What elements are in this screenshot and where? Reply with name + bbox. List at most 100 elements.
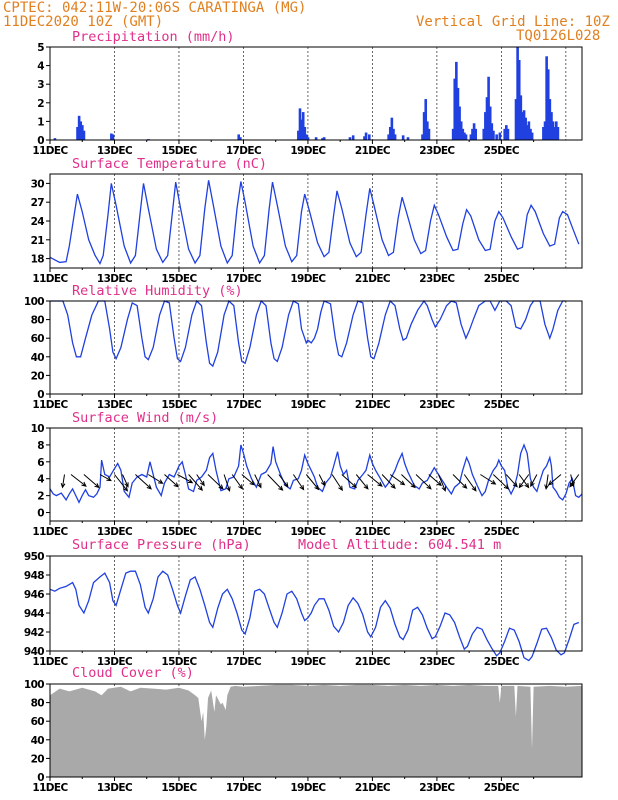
wind-arrow <box>331 474 343 492</box>
y-tick-label: 940 <box>24 646 44 658</box>
y-tick-label: 10 <box>31 423 45 435</box>
precip-bar <box>546 69 550 140</box>
y-tick-label: 0 <box>37 389 44 401</box>
precip-bar <box>421 134 424 140</box>
plot-frame <box>49 300 583 395</box>
y-tick-label: 3 <box>37 79 44 91</box>
x-tick-label: 25DEC <box>484 782 520 794</box>
y-tick-label: 2 <box>37 491 44 503</box>
plot-frame <box>49 555 583 652</box>
precip-bar <box>351 135 355 140</box>
x-tick-label: 17DEC <box>226 273 262 285</box>
wind-panel: Surface Wind (m/s) 0 2 4 6 8 10 11DEC 13DEC 15DE… <box>31 410 583 538</box>
y-tick-label: 5 <box>37 42 44 54</box>
x-tick-label: 11DEC <box>32 145 68 157</box>
y-tick-label: 18 <box>31 254 45 266</box>
precip-bar <box>553 126 556 140</box>
wind-arrow <box>292 474 305 491</box>
wind-arrow <box>267 474 284 491</box>
precip-bar <box>406 137 410 140</box>
precip-bar <box>529 128 532 140</box>
series-line <box>49 570 580 662</box>
precip-bar <box>305 134 308 140</box>
wind-arrow <box>70 474 87 487</box>
x-tick-label: 17DEC <box>226 526 262 538</box>
precip-bar <box>306 137 310 140</box>
x-tick-label: 13DEC <box>97 273 133 285</box>
precip-bar <box>427 128 431 140</box>
wind-arrow <box>480 474 497 485</box>
wind-arrow <box>177 474 194 484</box>
precip-bar <box>321 138 324 140</box>
precip-bar <box>555 121 558 140</box>
wind-arrow <box>278 474 289 488</box>
y-tick-label: 80 <box>31 698 45 710</box>
wind-arrow <box>196 474 205 487</box>
cloud-cover-title: Cloud Cover (%) <box>72 665 194 681</box>
precip-bar <box>461 128 465 140</box>
x-tick-label: 11DEC <box>32 399 68 411</box>
wind-arrow <box>114 474 129 492</box>
y-tick-label: 40 <box>31 735 45 747</box>
wind-arrow <box>122 474 129 488</box>
x-tick-label: 13DEC <box>97 526 133 538</box>
wind-arrow <box>463 474 477 492</box>
x-tick-label: 25DEC <box>484 656 520 668</box>
x-tick-label: 15DEC <box>161 526 197 538</box>
y-tick-label: 1 <box>37 116 44 128</box>
precip-bar <box>388 126 392 140</box>
precip-bar <box>519 95 523 140</box>
precip-bar <box>530 132 534 140</box>
x-tick-label: 15DEC <box>161 656 197 668</box>
precip-bar <box>488 106 492 140</box>
wind-arrow <box>135 474 152 490</box>
precip-bar <box>387 134 390 140</box>
precip-bar <box>524 117 527 140</box>
precip-bar <box>393 134 397 140</box>
precip-bar <box>545 56 548 140</box>
y-tick-label: 30 <box>31 178 45 190</box>
wind-arrow <box>428 474 442 487</box>
y-tick-label: 21 <box>31 235 45 247</box>
precip-bar <box>314 137 318 140</box>
precip-bar <box>364 132 368 140</box>
precip-bar <box>543 121 547 140</box>
y-tick-label: 0 <box>37 508 44 520</box>
x-tick-label: 15DEC <box>161 273 197 285</box>
y-tick-label: 950 <box>24 551 44 563</box>
precip-bar <box>505 125 508 140</box>
humidity-panel: Relative Humidity (%) 0 20 40 60 80 100 11DEC 1… <box>24 283 583 411</box>
wind-title: Surface Wind (m/s) <box>72 410 218 426</box>
x-tick-label: 23DEC <box>419 782 455 794</box>
plot-frame <box>49 427 583 522</box>
precip-bar <box>77 115 81 140</box>
precip-bar <box>498 132 502 140</box>
precip-bar <box>76 126 79 140</box>
y-tick-label: 20 <box>31 753 45 765</box>
wind-arrow <box>148 474 164 484</box>
wind-arrow <box>367 474 383 487</box>
precip-bar <box>482 128 486 140</box>
wind-arrow <box>207 474 224 490</box>
precip-bar <box>348 137 352 140</box>
x-tick-label: 15DEC <box>161 145 197 157</box>
wind-arrow <box>401 474 416 489</box>
precip-bar <box>110 133 113 140</box>
precip-bar <box>517 60 521 140</box>
precip-bar <box>474 128 477 140</box>
x-tick-label: 17DEC <box>226 656 262 668</box>
precip-bar <box>514 99 518 140</box>
cloud-cover-panel: Cloud Cover (%) 0 20 40 60 80 100 11DEC 13DEC 15… <box>24 665 583 794</box>
y-tick-label: 946 <box>24 589 44 601</box>
precip-bar <box>424 99 428 140</box>
precip-bar <box>298 108 302 140</box>
series-line <box>49 180 580 266</box>
precip-bar <box>556 126 560 140</box>
y-tick-label: 20 <box>31 370 45 382</box>
x-tick-label: 13DEC <box>97 145 133 157</box>
precip-bar <box>53 138 57 140</box>
humidity-title: Relative Humidity (%) <box>72 283 243 299</box>
precipitation-panel: Precipitation (mm/h) 0 1 2 3 4 5 11DEC 13DEC 15D… <box>32 29 583 157</box>
precip-bar <box>363 136 366 140</box>
y-tick-label: 24 <box>31 216 45 228</box>
